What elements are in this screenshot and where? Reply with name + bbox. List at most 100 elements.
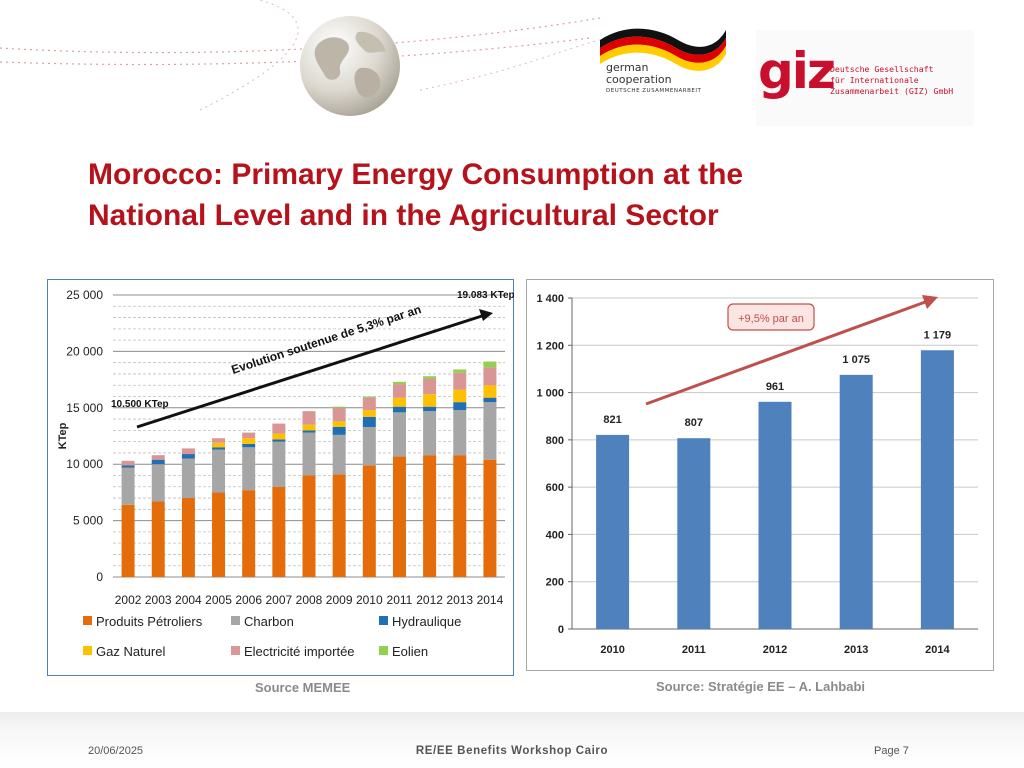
giz-logo: giz [758,42,836,100]
bar-segment [272,423,286,434]
bar-segment [453,410,467,456]
bar-segment [423,406,437,412]
bar-segment [151,501,165,577]
bar-segment [483,361,497,368]
gc-line3: DEUTSCHE ZUSAMMENARBEIT [606,88,702,94]
footer-page-number: Page 7 [874,745,909,757]
bar-segment [453,402,467,411]
bar-segment [212,492,226,577]
x-tick-label: 2008 [296,593,323,607]
bar-segment [181,448,195,455]
y-tick-label: 10 000 [66,457,103,471]
bar-segment [332,406,346,408]
bar-segment [181,458,195,499]
start-value-label: 10.500 KTep [111,399,169,410]
agricultural-energy-bar-chart: 0 200 400 600 800 1 000 1 200 1 400 821 2010 807 20… [526,279,994,671]
giz-line2: für Internationale [830,75,919,85]
trend-label-box [727,303,815,331]
x-tick-label: 2014 [925,644,950,656]
bar-segment [362,416,376,427]
german-cooperation-flag-icon [600,28,726,71]
legend-swatch [379,646,388,655]
slide-title: Morocco: Primary Energy Consumption at t… [88,154,948,236]
bar-segment [362,410,376,417]
bar-segment [453,389,467,403]
x-tick-label: 2006 [235,593,262,607]
bar-segment [151,459,165,465]
footer-band [0,712,1024,768]
bar-segment [362,426,376,466]
legend-label: Charbon [244,614,294,629]
bar-segment [332,421,346,427]
bar-segment [423,394,437,407]
bar-segment [242,447,256,491]
bar-segment [483,385,497,398]
bar-segment [483,397,497,403]
slide-title-line1: Morocco: Primary Energy Consumption at t… [88,158,744,191]
bar-segment [302,432,316,476]
y-tick-label: 1 400 [536,293,564,305]
bar-segment [302,430,316,433]
bar-segment [272,433,286,440]
bar-segment [302,411,316,425]
bar [839,374,873,629]
x-tick-label: 2002 [115,593,142,607]
y-tick-label: 800 [546,435,564,447]
bar-segment [392,397,406,407]
bar-segment [151,464,165,502]
bar-segment [242,443,256,448]
bar-segment [483,367,497,386]
giz-logo-background [756,30,974,126]
x-tick-label: 2004 [175,593,202,607]
bar-segment [121,504,135,577]
legend-label: Gaz Naturel [96,644,165,659]
bar-segment [423,411,437,456]
y-axis-label: KTep [57,422,69,449]
trend-arrow-line [645,299,929,406]
giz-logo-text: Deutsche Gesellschaft für Internationale… [830,64,953,97]
bar-value-label: 807 [685,417,703,429]
bar-segment [242,438,256,444]
x-tick-label: 2010 [600,644,624,656]
x-tick-label: 2013 [446,593,473,607]
bar-segment [272,439,286,442]
bar-segment [392,412,406,457]
legend-label: Electricité importée [244,644,355,659]
bar [677,438,711,629]
y-tick-label: 15 000 [66,401,103,415]
german-cooperation-logo-text: german cooperation DEUTSCHE ZUSAMMENARBE… [606,62,701,96]
x-tick-label: 2010 [356,593,383,607]
x-tick-label: 2011 [682,644,706,656]
bar-segment [212,442,226,448]
bar-segment [423,376,437,379]
y-tick-label: 400 [546,529,564,541]
bar-segment [332,434,346,475]
bar [920,350,954,629]
bar-value-label: 821 [603,414,621,426]
bar-segment [392,456,406,577]
footer-date: 20/06/2025 [88,745,144,757]
bar [758,401,792,629]
x-tick-label: 2012 [416,593,443,607]
footer-title: RE/EE Benefits Workshop Cairo [415,745,609,757]
legend-swatch [83,616,92,625]
legend-swatch [83,646,92,655]
bar-segment [181,454,195,459]
bar-segment [242,432,256,439]
bar-segment [151,455,165,460]
bar-segment [272,486,286,577]
bar-segment [453,369,467,373]
bar-segment [242,490,256,577]
x-tick-label: 2013 [844,644,868,656]
y-tick-label: 0 [96,570,103,584]
legend-label: Eolien [392,644,428,659]
bar-segment [332,474,346,577]
legend-swatch [379,616,388,625]
gc-line1: german [606,61,649,74]
bar-value-label: 1 075 [842,354,870,366]
bar-segment [121,460,135,466]
trend-arrow-head [922,295,938,309]
bar-segment [181,498,195,577]
y-tick-label: 20 000 [66,344,103,358]
